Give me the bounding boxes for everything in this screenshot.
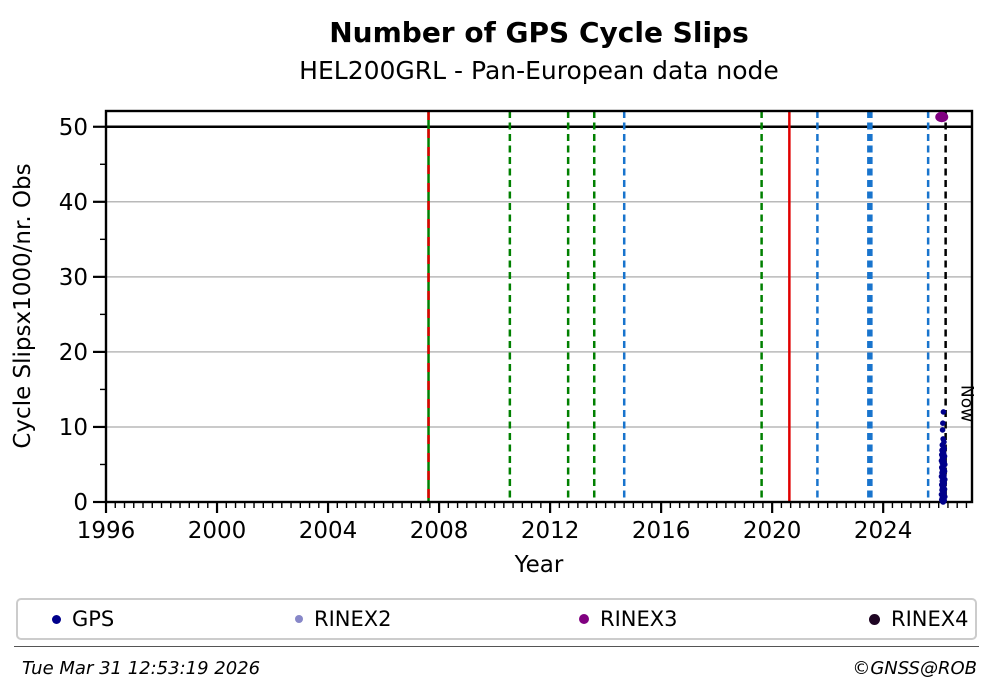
x-axis-label: Year <box>514 552 564 578</box>
point-gps <box>940 409 947 415</box>
x-tick-label: 2000 <box>188 518 247 544</box>
legend-item-rinex2: RINEX2 <box>295 600 392 638</box>
x-tick-label: 2008 <box>410 518 469 544</box>
y-tick-label: 40 <box>59 190 88 216</box>
point-rinex3 <box>935 111 949 123</box>
legend-item-gps: GPS <box>52 600 114 638</box>
y-tick-label: 20 <box>59 340 88 366</box>
legend-label-gps: GPS <box>72 607 115 631</box>
x-tick-label: 2012 <box>521 518 580 544</box>
y-tick-label: 30 <box>59 265 88 291</box>
legend-label-rinex2: RINEX2 <box>314 607 392 631</box>
rinex3-marker-icon <box>579 614 589 624</box>
x-tick-label: 1996 <box>77 518 136 544</box>
chart-title: Number of GPS Cycle Slips <box>329 16 749 49</box>
plot-area: 1996 2000 2004 2008 2012 2016 2020 2024 0 10 20 30 4… <box>10 109 977 578</box>
legend-item-rinex4: RINEX4 <box>869 600 969 638</box>
timestamp: Tue Mar 31 12:53:19 2026 <box>22 658 261 679</box>
legend-label-rinex3: RINEX3 <box>600 607 678 631</box>
x-tick-label: 2020 <box>743 518 802 544</box>
rinex2-marker-icon <box>295 615 303 623</box>
x-tick-label: 2004 <box>299 518 358 544</box>
point-gps <box>939 427 946 433</box>
legend-label-rinex4: RINEX4 <box>891 607 969 631</box>
legend: GPS RINEX2 RINEX3 RINEX4 <box>16 598 977 640</box>
point-gps <box>940 499 946 505</box>
y-axis-label: Cycle Slipsx1000/nr. Obs <box>10 163 36 448</box>
x-tick-label: 2016 <box>632 518 691 544</box>
chart-subtitle: HEL200GRL - Pan-European data node <box>299 56 779 85</box>
gps-marker-icon <box>52 614 61 624</box>
rinex4-marker-icon <box>869 613 880 625</box>
footer-divider <box>14 646 979 647</box>
y-tick-label: 50 <box>59 115 88 141</box>
point-gps <box>940 420 946 426</box>
now-label: Now <box>957 385 977 422</box>
x-tick-label: 2024 <box>854 518 913 544</box>
y-tick-label: 10 <box>59 415 88 441</box>
credit: ©GNSS@ROB <box>852 658 977 679</box>
plot-border <box>104 109 974 504</box>
y-tick-label: 0 <box>73 490 88 516</box>
legend-item-rinex3: RINEX3 <box>579 600 678 638</box>
